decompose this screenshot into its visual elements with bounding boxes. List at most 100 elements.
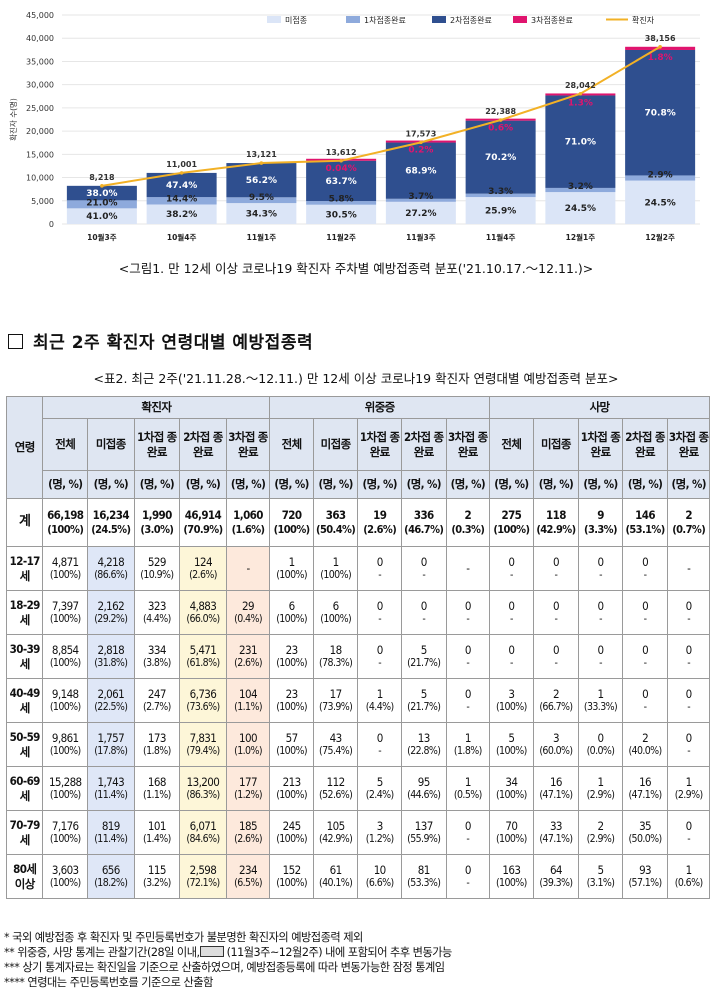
data-cell: 7,397 (100%)	[42, 590, 89, 635]
total-label: 28,042	[565, 81, 596, 90]
cell-count: 0	[685, 598, 693, 613]
cell-percent: -	[687, 745, 691, 758]
data-cell: 0-	[357, 546, 402, 591]
cell-count: 529	[147, 554, 167, 569]
cell-percent: (72.1%)	[186, 877, 220, 890]
subheader-cell: 2차접 종 완료	[621, 418, 669, 471]
cell-percent: (100%)	[495, 833, 527, 846]
data-label: 21.0%	[86, 198, 117, 208]
cell-percent: (1.2%)	[365, 833, 394, 846]
data-cell: 4,218 (86.6%)	[87, 546, 135, 591]
cell-percent: (61.8%)	[186, 657, 220, 670]
data-cell: 6,071 (84.6%)	[179, 810, 227, 855]
data-cell: 3 (1.2%)	[357, 810, 402, 855]
table-row: 80세 이상 3,603 (100%) 656 (18.2%) 115 (3.2%) 2,59…	[5, 854, 710, 899]
bar-segment	[625, 180, 696, 224]
bar-segment	[385, 142, 456, 199]
y-tick-label: 35,000	[26, 57, 54, 66]
cell-percent: (100%)	[276, 613, 307, 626]
data-cell: 137 (55.9%)	[400, 810, 447, 855]
data-cell: 1 (2.9%)	[667, 766, 710, 811]
cell-count: 0	[685, 686, 693, 701]
footnote-3: *** 상기 통계자료는 확진일을 기준으로 산출하였으며, 예방접종등록에 따…	[4, 961, 445, 974]
cell-percent: (1.0%)	[234, 745, 262, 758]
data-cell: 105 (42.9%)	[312, 810, 359, 855]
data-cell: 152 (100%)	[269, 854, 314, 899]
cell-percent: (0.6%)	[674, 877, 703, 890]
cell-count: 173	[147, 730, 167, 745]
data-label: 41.0%	[86, 212, 117, 222]
data-cell: 245 (100%)	[269, 810, 314, 855]
unit-cell: (명, %)	[445, 470, 491, 499]
cell-percent: (2.4%)	[365, 789, 394, 802]
bar-segment	[545, 192, 616, 224]
data-cell: 10 (6.6%)	[357, 854, 402, 899]
cell-percent: (22.8%)	[407, 745, 441, 758]
data-cell: 16,234 (24.5%)	[87, 498, 135, 547]
y-tick-label: 25,000	[26, 104, 54, 113]
data-cell: 177 (1.2%)	[225, 766, 271, 811]
cell-percent: (21.7%)	[407, 657, 441, 670]
cell-count: 95	[417, 774, 431, 789]
data-label: 14.4%	[166, 194, 197, 204]
legend-swatch	[267, 16, 281, 23]
data-cell: 115 (3.2%)	[133, 854, 181, 899]
cell-count: 0	[642, 686, 649, 701]
cell-percent: (18.2%)	[94, 877, 128, 890]
cell-count: 16	[549, 774, 563, 789]
data-cell: 0-	[489, 590, 534, 635]
table-row: 18-29 세 7,397 (100%) 2,162 (29.2%) 323 (4.4%) 4…	[5, 590, 710, 635]
cell-count: 1,743	[97, 774, 125, 789]
data-cell: 3,603 (100%)	[42, 854, 89, 899]
data-cell: 13 (22.8%)	[400, 722, 447, 767]
subheader-cell: 3차접 종 완료	[225, 418, 271, 471]
section-title: 최근 2주 확진자 연령대별 예방접종력	[33, 333, 314, 353]
data-cell: 0-	[445, 678, 491, 723]
cell-percent: -	[422, 613, 426, 626]
data-cell: 0-	[489, 546, 534, 591]
cell-percent: (66.7%)	[539, 701, 573, 714]
table2-caption: <표2. 최근 2주('21.11.28.～12.11.) 만 12세 이상 코…	[93, 371, 619, 386]
cell-percent: (4.4%)	[365, 701, 394, 714]
data-cell: 0-	[621, 590, 669, 635]
data-label: 56.2%	[246, 176, 277, 186]
cell-count: 0	[420, 598, 428, 613]
data-cell: 66,198 (100%)	[42, 498, 89, 547]
cell-percent: (70.9%)	[183, 522, 223, 536]
cell-count: 0	[420, 554, 428, 569]
cell-percent: -	[466, 833, 470, 846]
data-cell: 323 (4.4%)	[133, 590, 181, 635]
cell-count: 1	[332, 554, 340, 569]
age-header: 연령	[5, 396, 44, 499]
cell-percent: (100%)	[276, 745, 307, 758]
data-cell: 100 (1.0%)	[225, 722, 271, 767]
data-cell: 112 (52.6%)	[312, 766, 359, 811]
data-cell: 6,736 (73.6%)	[179, 678, 227, 723]
weekly-vaccination-chart: 0 5,000 10,000 15,000 20,000 25,000 30,000 35,0…	[8, 11, 700, 242]
cell-count: 9,861	[51, 730, 79, 745]
cell-percent: (84.6%)	[186, 833, 220, 846]
data-cell: 2,818 (31.8%)	[87, 634, 135, 679]
cell-percent: (2.6%)	[234, 833, 262, 846]
cell-percent: (78.3%)	[319, 657, 353, 670]
cell-percent: -	[466, 877, 470, 890]
cell-percent: -	[554, 569, 558, 582]
cell-count: 168	[147, 774, 167, 789]
cell-count: 247	[147, 686, 167, 701]
cell-count: 0	[552, 642, 560, 657]
cell-count: 70	[505, 818, 518, 833]
data-cell: 5 (2.4%)	[357, 766, 402, 811]
data-cell: 5 (21.7%)	[400, 678, 447, 723]
unit-cell: (명, %)	[532, 470, 580, 499]
data-cell: 23 (100%)	[269, 678, 314, 723]
cell-count: 7,831	[189, 730, 217, 745]
bar-segment	[66, 200, 137, 209]
cell-percent: (86.6%)	[94, 569, 128, 582]
cell-percent: (100%)	[276, 657, 307, 670]
cell-count: 1,757	[97, 730, 125, 745]
unit-cell: (명, %)	[667, 470, 710, 499]
cell-count: 3	[376, 818, 384, 833]
cell-percent: (100%)	[276, 789, 307, 802]
data-label: 2.9%	[648, 171, 673, 181]
cell-percent: (2.6%)	[363, 522, 397, 536]
